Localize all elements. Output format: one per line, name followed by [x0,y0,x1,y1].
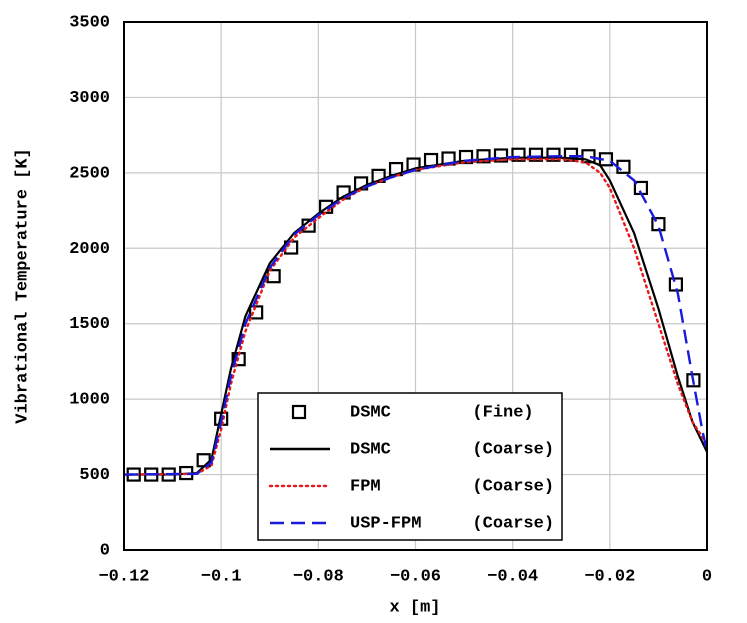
x-tick-label: −0.08 [293,567,344,586]
marker [651,217,666,232]
plot-frame [123,21,708,551]
line [124,156,708,476]
legend-label: DSMC (Fine) [350,403,534,422]
x-tick-label: 0 [702,567,712,586]
marker [458,149,474,165]
y-tick-label: 0 [100,541,110,560]
x-tick-label: −0.12 [98,567,149,586]
marker [371,168,386,183]
x-axis-label: x [m] [389,598,440,617]
marker [493,148,509,163]
marker [353,176,369,191]
legend-label: DSMC (Coarse) [350,440,554,459]
x-tick-label: −0.04 [487,567,538,586]
marker [546,147,561,162]
marker [249,305,264,320]
marker [511,147,526,162]
y-tick-label: 3000 [69,89,110,108]
legend-label: USP-FPM (Coarse) [350,514,554,533]
x-tick-label: −0.1 [201,567,242,586]
legend-label: FPM (Coarse) [350,477,554,496]
marker [686,373,701,388]
y-tick-label: 3500 [69,13,110,32]
legend-marker [291,404,307,420]
x-tick-label: −0.06 [390,567,441,586]
y-tick-label: 2000 [69,240,110,259]
line [123,155,709,476]
marker [476,149,491,164]
y-tick-label: 500 [79,466,110,485]
marker [528,147,544,162]
y-axis-label: Vibrational Temperature [K] [13,148,32,423]
y-tick-label: 1500 [69,315,110,334]
legend-box [257,392,563,541]
x-tick-label: −0.02 [584,567,635,586]
y-tick-label: 2500 [69,164,110,183]
y-tick-label: 1000 [69,391,110,410]
